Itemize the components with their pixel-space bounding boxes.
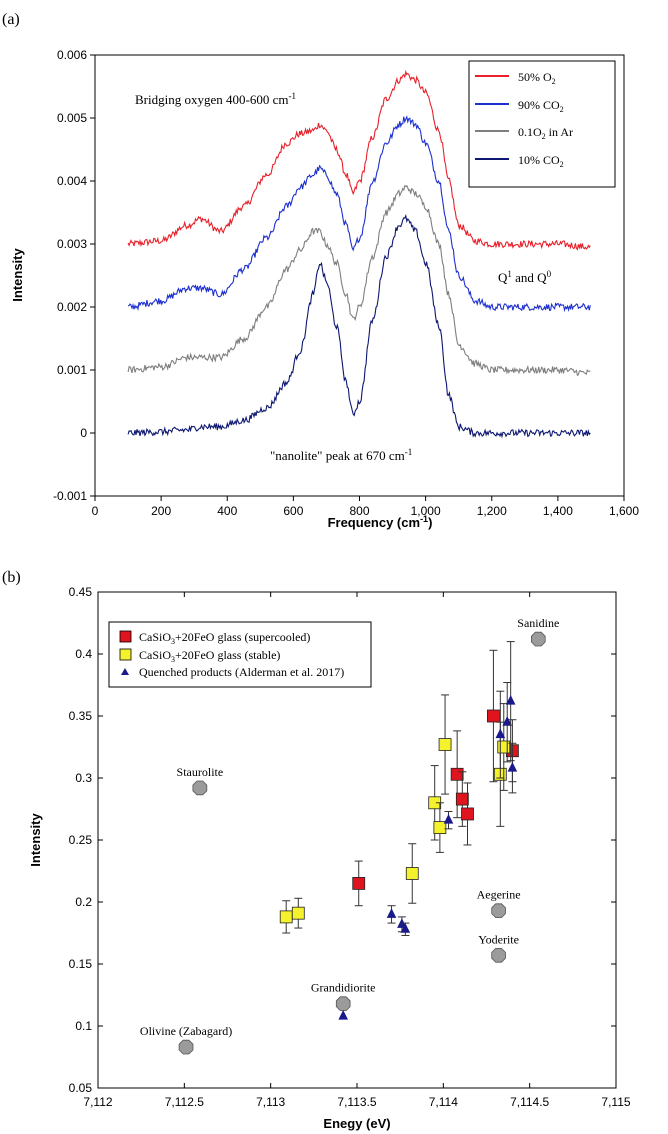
panel-a-y-tick-label: 0.001 — [57, 363, 87, 377]
annotation-nanolite-peak: "nanolite" peak at 670 cm-1 — [270, 447, 412, 463]
point-casio3-20feo-glass-stable — [291, 906, 305, 920]
point-quenched-products-alderman-et-al-2017 — [338, 1009, 348, 1020]
panel-a-x-tick-label: 1,000 — [411, 504, 441, 518]
panel-b-x-axis-label: Enegy (eV) — [323, 1116, 390, 1131]
point-casio3-20feo-glass-stable — [433, 821, 447, 834]
panel-a-legend-box — [468, 60, 616, 188]
mineral-label-aegerine: Aegerine — [477, 888, 521, 902]
point-casio3-20feo-glass-supercooled — [455, 792, 469, 806]
panel-a-x-tick-label: 0 — [92, 504, 99, 518]
panel-b-chart: 7,112 7,112.5 7,113 7,113.5 7,114 7,114.5 7,11… — [28, 585, 631, 1131]
point-quenched-products-alderman-et-al-2017 — [507, 761, 518, 772]
panel-b-x-tick-label: 7,114.5 — [510, 1095, 549, 1109]
point-quenched-products-alderman-et-al-2017 — [386, 908, 397, 918]
panel-b-y-tick-label: 0.45 — [69, 585, 93, 599]
legend-label-quenched: Quenched products (Alderman et al. 2017) — [139, 665, 344, 679]
panel-a-x-axis-label: Frequency (cm-1) — [328, 514, 433, 530]
point-casio3-20feo-glass-supercooled — [487, 709, 500, 723]
point-quenched-products-alderman-et-al-2017 — [495, 728, 506, 739]
panel-a-series — [127, 69, 591, 439]
mineral-marker-sanidine — [531, 631, 546, 647]
legend-label-01-o2-ar: 0.1O2 in Ar — [518, 125, 573, 141]
panel-b-x-tick-label: 7,112 — [83, 1095, 112, 1109]
mineral-marker-yoderite — [491, 948, 506, 963]
panel-a-x-tick-label: 600 — [283, 504, 303, 518]
panel-b-y-tick-label: 0.25 — [69, 833, 93, 847]
legend-label-10-co2: 10% CO2 — [518, 153, 564, 169]
point-quenched-products-alderman-et-al-2017 — [502, 716, 513, 726]
panel-a-x-tick-label: 1,200 — [477, 504, 507, 518]
panel-b-reference-minerals: Sanidine Staurolite Aegerine Yoderite Grandi… — [140, 616, 559, 1055]
panel-b-ticks: 7,112 7,112.5 7,113 7,113.5 7,114 7,114.5 7,11… — [69, 585, 631, 1109]
panel-a-y-tick-label: 0.002 — [57, 300, 87, 314]
panel-b-y-tick-label: 0.1 — [75, 1019, 92, 1033]
point-quenched-products-alderman-et-al-2017 — [505, 695, 516, 705]
panel-a-x-tick-label: 400 — [217, 504, 237, 518]
panel-a-y-tick-label: 0 — [80, 426, 87, 440]
mineral-marker-olivine-zabagard — [178, 1039, 194, 1055]
panel-a-y-tick-label: -0.001 — [53, 489, 87, 503]
panel-a-y-tick-label: 0.005 — [57, 111, 87, 125]
point-casio3-20feo-glass-supercooled — [461, 807, 474, 821]
panel-b-y-tick-label: 0.35 — [69, 709, 93, 723]
legend-label-stable: CaSiO3+20FeO glass (stable) — [139, 648, 280, 664]
mineral-label-yoderite: Yoderite — [478, 932, 519, 946]
panel-b-x-tick-label: 7,113 — [256, 1095, 285, 1109]
panel-b-label: (b) — [2, 569, 21, 586]
panel-b-y-tick-label: 0.4 — [75, 647, 92, 661]
legend-marker-quenched — [121, 668, 129, 675]
series-line-50-o2 — [127, 69, 591, 251]
panel-b-y-tick-label: 0.15 — [69, 957, 93, 971]
legend-label-supercooled: CaSiO3+20FeO glass (supercooled) — [139, 630, 310, 646]
panel-b-x-tick-label: 7,115 — [601, 1095, 630, 1109]
mineral-marker-grandidiorite — [335, 996, 351, 1011]
point-casio3-20feo-glass-stable — [497, 740, 511, 754]
series-line-10-co2 — [127, 213, 591, 439]
panel-a-chart: 0 200 400 600 800 1,000 1,200 1,400 1,600 -0.001 0… — [10, 48, 639, 530]
annotation-bridging-oxygen: Bridging oxygen 400-600 cm-1 — [135, 91, 296, 107]
legend-label-90-co2: 90% CO2 — [518, 98, 564, 114]
panel-a-y-tick-label: 0.006 — [57, 48, 87, 62]
mineral-label-staurolite: Staurolite — [177, 765, 224, 779]
panel-a-y-tick-label: 0.004 — [57, 174, 87, 188]
mineral-label-olivine-zabagard: Olivine (Zabagard) — [140, 1024, 232, 1038]
panel-b-y-tick-label: 0.05 — [69, 1081, 93, 1095]
annotation-q1-q0: Q1 and Q0 — [498, 269, 552, 285]
panel-a-x-tick-label: 800 — [349, 504, 369, 518]
mineral-label-grandidiorite: Grandidiorite — [311, 981, 376, 995]
panel-a-y-axis-label: Intensity — [10, 248, 25, 302]
legend-label-50-o2: 50% O2 — [518, 70, 556, 86]
panel-a-x-tick-label: 1,600 — [609, 504, 639, 518]
point-casio3-20feo-glass-stable — [438, 738, 452, 751]
panel-b-x-tick-label: 7,112.5 — [165, 1095, 204, 1109]
panel-b-y-tick-label: 0.2 — [75, 895, 92, 909]
point-casio3-20feo-glass-stable — [279, 910, 293, 924]
point-quenched-products-alderman-et-al-2017 — [443, 814, 454, 824]
panel-b-x-tick-label: 7,113.5 — [337, 1095, 376, 1109]
panel-b-y-axis-label: Intensity — [28, 813, 43, 867]
panel-b-legend-box — [108, 621, 372, 688]
mineral-label-sanidine: Sanidine — [517, 616, 559, 630]
panel-b-x-tick-label: 7,114 — [429, 1095, 458, 1109]
panel-a-x-tick-label: 1,400 — [543, 504, 573, 518]
panel-b-y-tick-label: 0.3 — [75, 771, 92, 785]
panel-b-series — [279, 641, 519, 1020]
series-line-90-co2 — [127, 115, 591, 313]
series-line-0-1o2-in-ar — [127, 184, 591, 377]
point-casio3-20feo-glass-stable — [405, 867, 419, 880]
mineral-marker-aegerine — [491, 903, 506, 918]
point-quenched-products-alderman-et-al-2017 — [400, 923, 411, 933]
panel-a-label: (a) — [2, 11, 20, 28]
point-casio3-20feo-glass-supercooled — [450, 767, 464, 781]
mineral-marker-staurolite — [192, 780, 208, 796]
point-casio3-20feo-glass-supercooled — [352, 877, 366, 890]
panel-a-x-tick-label: 200 — [151, 504, 171, 518]
legend-marker-supercooled — [119, 630, 132, 643]
panel-b-legend: CaSiO3+20FeO glass (supercooled) CaSiO3+… — [108, 621, 372, 688]
panel-a-y-tick-label: 0.003 — [57, 237, 87, 251]
panel-a-ticks: 0 200 400 600 800 1,000 1,200 1,400 1,600 -0.001 0… — [53, 48, 639, 518]
panel-a-legend: 50% O2 90% CO2 0.1O2 in Ar 10% CO2 — [468, 60, 616, 188]
legend-marker-stable — [119, 648, 132, 661]
